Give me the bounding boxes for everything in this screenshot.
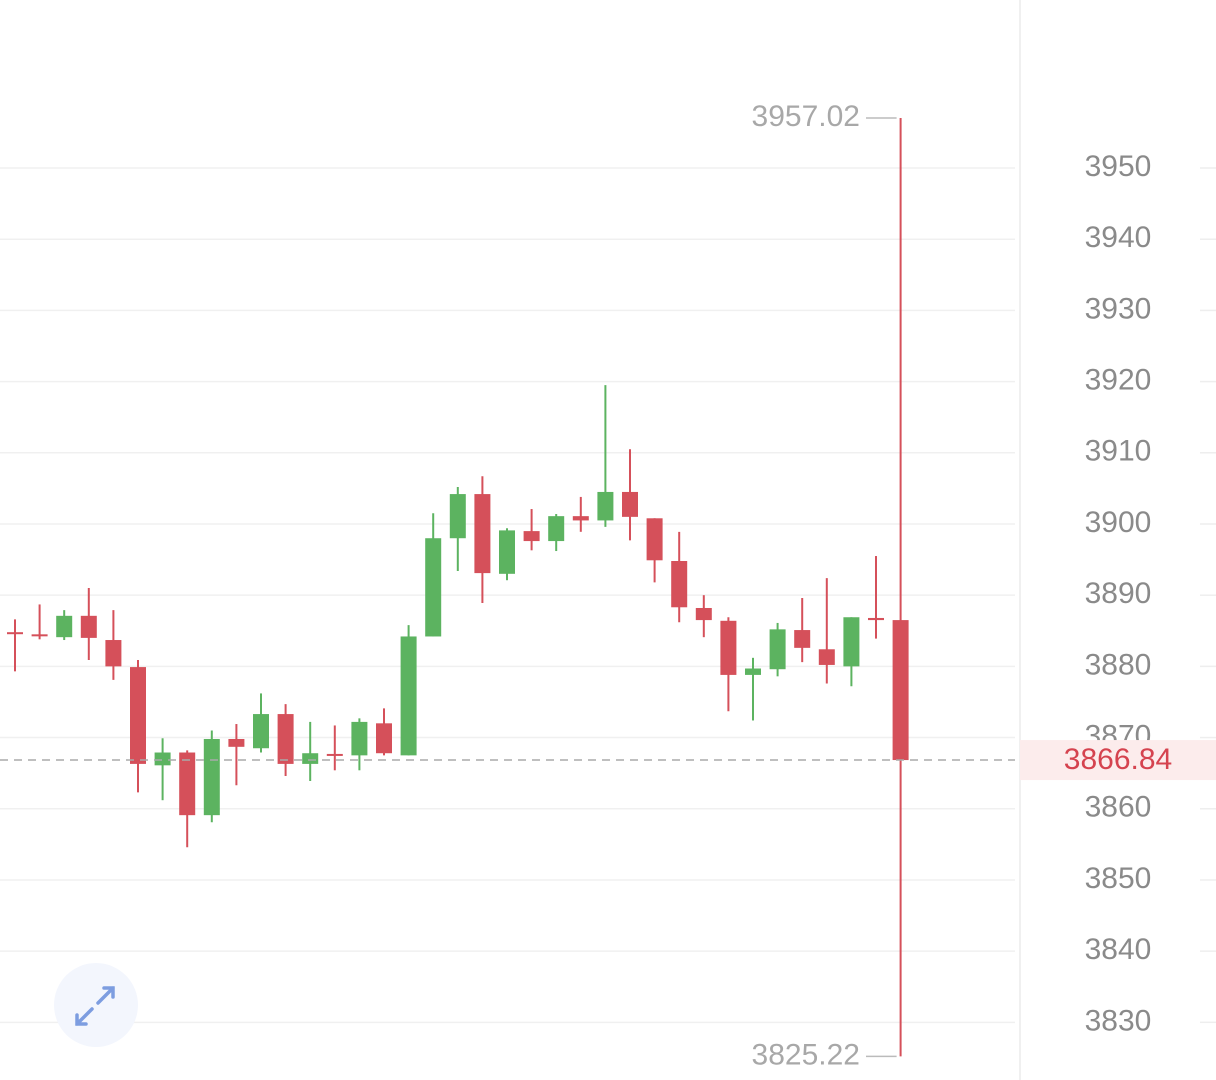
candle-body bbox=[105, 640, 122, 667]
y-tick-label: 3950 bbox=[1085, 150, 1152, 183]
candle-body bbox=[622, 491, 638, 517]
price-tag bbox=[1020, 740, 1216, 781]
candle-body bbox=[548, 516, 565, 542]
y-tick-label: 3940 bbox=[1085, 221, 1152, 254]
candle-body bbox=[794, 630, 811, 648]
candle-body bbox=[720, 620, 737, 675]
candle-body bbox=[253, 714, 269, 749]
overlay: 3957.02 3825.22 3866.84 bbox=[0, 100, 1216, 1071]
candle-body bbox=[523, 531, 540, 542]
y-tick-label: 3890 bbox=[1085, 577, 1152, 610]
candle-body bbox=[671, 561, 688, 608]
candle-body bbox=[769, 629, 786, 670]
candle-body bbox=[179, 752, 196, 816]
candle-body bbox=[400, 636, 417, 756]
candle-body bbox=[31, 634, 48, 637]
candle-body bbox=[277, 714, 294, 764]
candle-body bbox=[376, 723, 392, 754]
candle-body bbox=[892, 620, 909, 761]
y-tick-label: 3830 bbox=[1085, 1004, 1152, 1037]
y-tick-label: 3850 bbox=[1085, 862, 1152, 895]
y-tick-label: 3900 bbox=[1085, 506, 1152, 539]
candles bbox=[7, 118, 909, 1057]
expand-button[interactable] bbox=[54, 963, 138, 1047]
candle-body bbox=[7, 632, 23, 635]
candle-body bbox=[449, 494, 466, 539]
candle-body bbox=[474, 494, 491, 574]
candle-body bbox=[695, 607, 712, 621]
grid bbox=[0, 167, 1015, 1024]
y-tick-label: 3920 bbox=[1085, 364, 1152, 397]
candle-body bbox=[499, 530, 515, 574]
candle-body bbox=[56, 615, 73, 638]
candle-body bbox=[868, 617, 884, 621]
y-tick-label: 3910 bbox=[1085, 435, 1152, 468]
y-tick-label: 3930 bbox=[1085, 292, 1152, 325]
y-tick-label: 3880 bbox=[1085, 648, 1152, 681]
candle-body bbox=[745, 668, 761, 675]
candle-body bbox=[80, 615, 97, 638]
candle-body bbox=[228, 738, 245, 747]
candle-body bbox=[843, 617, 860, 667]
candle-body bbox=[425, 538, 442, 637]
candle-body bbox=[203, 738, 220, 816]
y-tick-label: 3860 bbox=[1085, 791, 1152, 824]
extreme-label: 3957.02 bbox=[752, 100, 860, 133]
candle-body bbox=[351, 721, 368, 756]
candle-body bbox=[646, 518, 663, 561]
candle-body bbox=[302, 753, 319, 764]
candle-body bbox=[154, 752, 171, 766]
y-tick-label: 3840 bbox=[1085, 933, 1152, 966]
extreme-label: 3825.22 bbox=[752, 1038, 860, 1071]
candle-body bbox=[597, 491, 614, 521]
candle-body bbox=[130, 667, 146, 764]
price-label: 3866.84 bbox=[1064, 743, 1172, 776]
candle-body bbox=[572, 516, 589, 521]
y-axis: 3830384038503860387038803890390039103920… bbox=[1085, 150, 1216, 1037]
candle-body bbox=[818, 649, 835, 665]
candle-body bbox=[326, 753, 343, 756]
